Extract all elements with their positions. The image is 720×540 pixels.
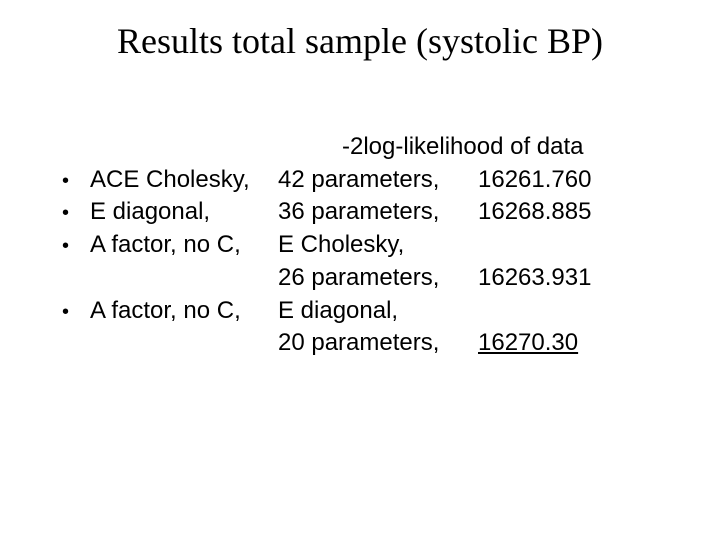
slide: Results total sample (systolic BP) -2log… <box>0 0 720 540</box>
params-label: 26 parameters, <box>278 263 478 294</box>
model-label: ACE Cholesky, <box>90 165 278 196</box>
loglik-value: 16268.885 <box>478 197 682 228</box>
slide-title: Results total sample (systolic BP) <box>0 20 720 62</box>
loglik-value: 16270.30 <box>478 328 682 359</box>
params-top-label: E diagonal, <box>278 296 478 327</box>
indent-spacer <box>62 263 278 294</box>
loglik-value: 16263.931 <box>478 263 682 294</box>
bullet-icon: • <box>62 234 90 260</box>
params-label: 20 parameters, <box>278 328 478 359</box>
list-item: • E diagonal, 36 parameters, 16268.885 <box>62 197 682 228</box>
list-item-continuation: 20 parameters, 16270.30 <box>62 328 682 359</box>
column-header: -2log-likelihood of data <box>62 132 682 163</box>
indent-spacer <box>62 328 278 359</box>
loglik-value: 16261.760 <box>478 165 682 196</box>
bullet-icon: • <box>62 300 90 326</box>
slide-body: -2log-likelihood of data • ACE Cholesky,… <box>62 132 682 361</box>
list-item: • ACE Cholesky, 42 parameters, 16261.760 <box>62 165 682 196</box>
list-item: • A factor, no C, E diagonal, <box>62 296 682 327</box>
model-label: A factor, no C, <box>90 296 278 327</box>
params-top-label: E Cholesky, <box>278 230 478 261</box>
params-label: 42 parameters, <box>278 165 478 196</box>
bullet-icon: • <box>62 169 90 195</box>
bullet-icon: • <box>62 201 90 227</box>
model-label: A factor, no C, <box>90 230 278 261</box>
list-item-continuation: 26 parameters, 16263.931 <box>62 263 682 294</box>
model-label: E diagonal, <box>90 197 278 228</box>
list-item: • A factor, no C, E Cholesky, <box>62 230 682 261</box>
params-label: 36 parameters, <box>278 197 478 228</box>
